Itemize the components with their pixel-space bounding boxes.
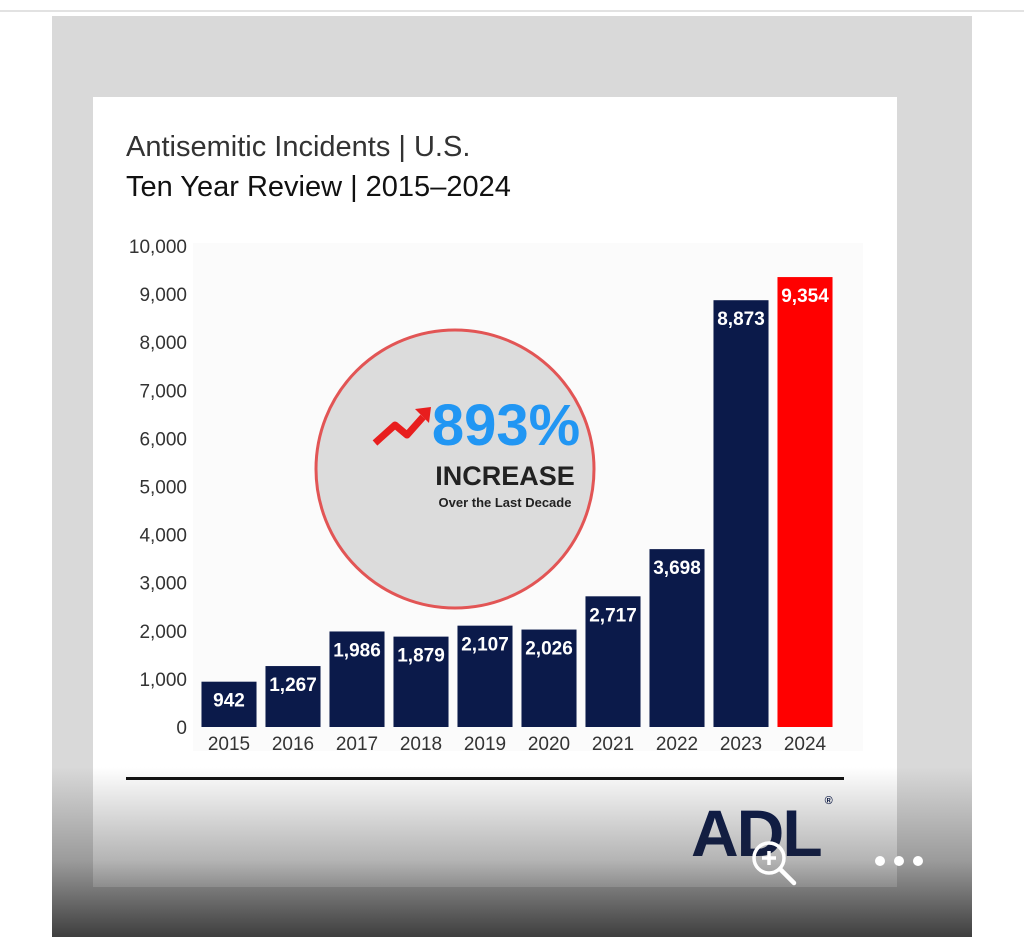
chart-card: Antisemitic Incidents | U.S. Ten Year Re…	[93, 97, 897, 887]
bar	[201, 681, 257, 727]
data-label: 3,698	[653, 558, 701, 579]
bar	[265, 666, 321, 727]
y-tick-label: 4,000	[139, 526, 187, 547]
x-tick-label: 2017	[336, 734, 378, 755]
bar	[457, 625, 513, 727]
x-tick-label: 2022	[656, 734, 698, 755]
y-tick-label: 8,000	[139, 333, 187, 354]
zoom-in-icon[interactable]	[749, 838, 799, 888]
bar	[649, 549, 705, 727]
bar	[713, 300, 769, 727]
chart-title: Antisemitic Incidents | U.S.	[126, 131, 471, 163]
y-tick-label: 3,000	[139, 574, 187, 595]
data-label: 2,026	[525, 639, 573, 660]
bar	[777, 277, 833, 727]
bar	[329, 631, 385, 727]
y-tick-label: 6,000	[139, 429, 187, 450]
x-tick-label: 2015	[208, 734, 250, 755]
bar-chart: 0 1,000 2,000 3,000 4,000 5,000 6,000 7,000 8,00…	[129, 237, 863, 755]
badge-percent: 893%	[432, 393, 580, 458]
bottom-rule	[126, 777, 844, 780]
badge-subtitle: Over the Last Decade	[439, 495, 572, 510]
bar	[393, 636, 449, 727]
y-tick-label: 2,000	[139, 622, 187, 643]
data-label: 9,354	[781, 286, 829, 307]
y-tick-label: 10,000	[129, 237, 187, 258]
arrow-up-trend-icon	[372, 407, 431, 446]
x-tick-label: 2018	[400, 734, 442, 755]
y-tick-label: 1,000	[139, 670, 187, 691]
x-tick-label: 2024	[784, 734, 827, 755]
chart-subtitle: Ten Year Review | 2015–2024	[126, 171, 511, 203]
bar	[585, 596, 641, 727]
bar-series: 942 1,267 1,986 1,879 2,107 2,026 2,717 3,698 8,…	[201, 277, 833, 727]
image-frame: Antisemitic Incidents | U.S. Ten Year Re…	[52, 16, 972, 937]
data-label: 1,986	[333, 640, 381, 661]
increase-badge: 893% INCREASE Over the Last Decade	[314, 328, 596, 610]
data-label: 1,267	[269, 675, 317, 696]
y-tick-label: 5,000	[139, 478, 187, 499]
logo-registered-mark: ®	[824, 795, 833, 807]
x-tick-label: 2020	[528, 734, 570, 755]
x-tick-label: 2021	[592, 734, 634, 755]
x-axis: 2015 2016 2017 2018 2019 2020 2021 2022 2023 2024	[208, 734, 827, 755]
y-tick-label: 0	[176, 718, 187, 739]
badge-circle	[314, 328, 596, 610]
y-axis: 0 1,000 2,000 3,000 4,000 5,000 6,000 7,000 8,00…	[129, 237, 187, 739]
data-label: 942	[213, 691, 245, 712]
data-label: 8,873	[717, 309, 765, 330]
badge-word: INCREASE	[435, 461, 575, 491]
bar	[521, 629, 577, 727]
top-divider	[0, 10, 1024, 12]
y-tick-label: 9,000	[139, 285, 187, 306]
y-tick-label: 7,000	[139, 381, 187, 402]
data-label: 2,717	[589, 605, 637, 626]
x-tick-label: 2016	[272, 734, 314, 755]
x-tick-label: 2023	[720, 734, 762, 755]
more-options-icon[interactable]	[872, 848, 926, 874]
data-label: 2,107	[461, 635, 509, 656]
x-tick-label: 2019	[464, 734, 506, 755]
data-label: 1,879	[397, 646, 445, 667]
